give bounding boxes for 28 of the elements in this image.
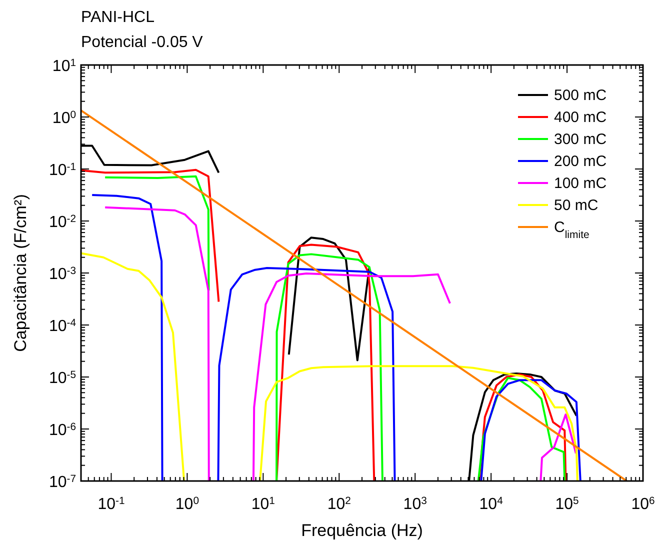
x-tick-label: 10$^{4}$ — [479, 496, 504, 513]
y-tick-label: 10$^{-2}$ — [48, 214, 76, 231]
x-axis-title: Frequência (Hz) — [301, 521, 423, 540]
x-tick-label: 10$^{1}$ — [251, 496, 276, 513]
y-tick-label: 10$^{-4}$ — [48, 318, 76, 335]
x-tick-label: 10$^{0}$ — [175, 496, 200, 513]
y-tick-label: 10$^{-7}$ — [48, 474, 76, 491]
y-tick-label: 10$^{-5}$ — [48, 370, 76, 387]
x-tick-label: 10$^{6}$ — [631, 496, 656, 513]
y-tick-label: 10$^{-1}$ — [48, 162, 76, 179]
legend-label: 300 mC — [554, 131, 607, 148]
chart-subtitle: Potencial -0.05 V — [81, 34, 204, 51]
x-tick-label: 10$^{3}$ — [403, 496, 428, 513]
chart-title: PANI-HCL — [81, 9, 155, 26]
y-tick-label: 10$^{-6}$ — [48, 422, 76, 439]
legend-label: 50 mC — [554, 197, 598, 214]
y-axis-title: Capacitância (F/cm²) — [11, 194, 30, 352]
y-tick-label: 10$^{1}$ — [52, 58, 76, 75]
legend-label: 500 mC — [554, 87, 607, 104]
x-tick-label: 10$^{5}$ — [555, 496, 580, 513]
x-tick-label: 10$^{-1}$ — [98, 496, 125, 513]
legend-label: 400 mC — [554, 109, 607, 126]
y-tick-label: 10$^{-3}$ — [48, 266, 76, 283]
legend-label: C$_{limite}$ — [554, 219, 590, 241]
y-tick-label: 10$^{0}$ — [52, 110, 76, 127]
x-tick-label: 10$^{2}$ — [327, 496, 352, 513]
legend-label: 200 mC — [554, 153, 607, 170]
legend-label: 100 mC — [554, 175, 607, 192]
